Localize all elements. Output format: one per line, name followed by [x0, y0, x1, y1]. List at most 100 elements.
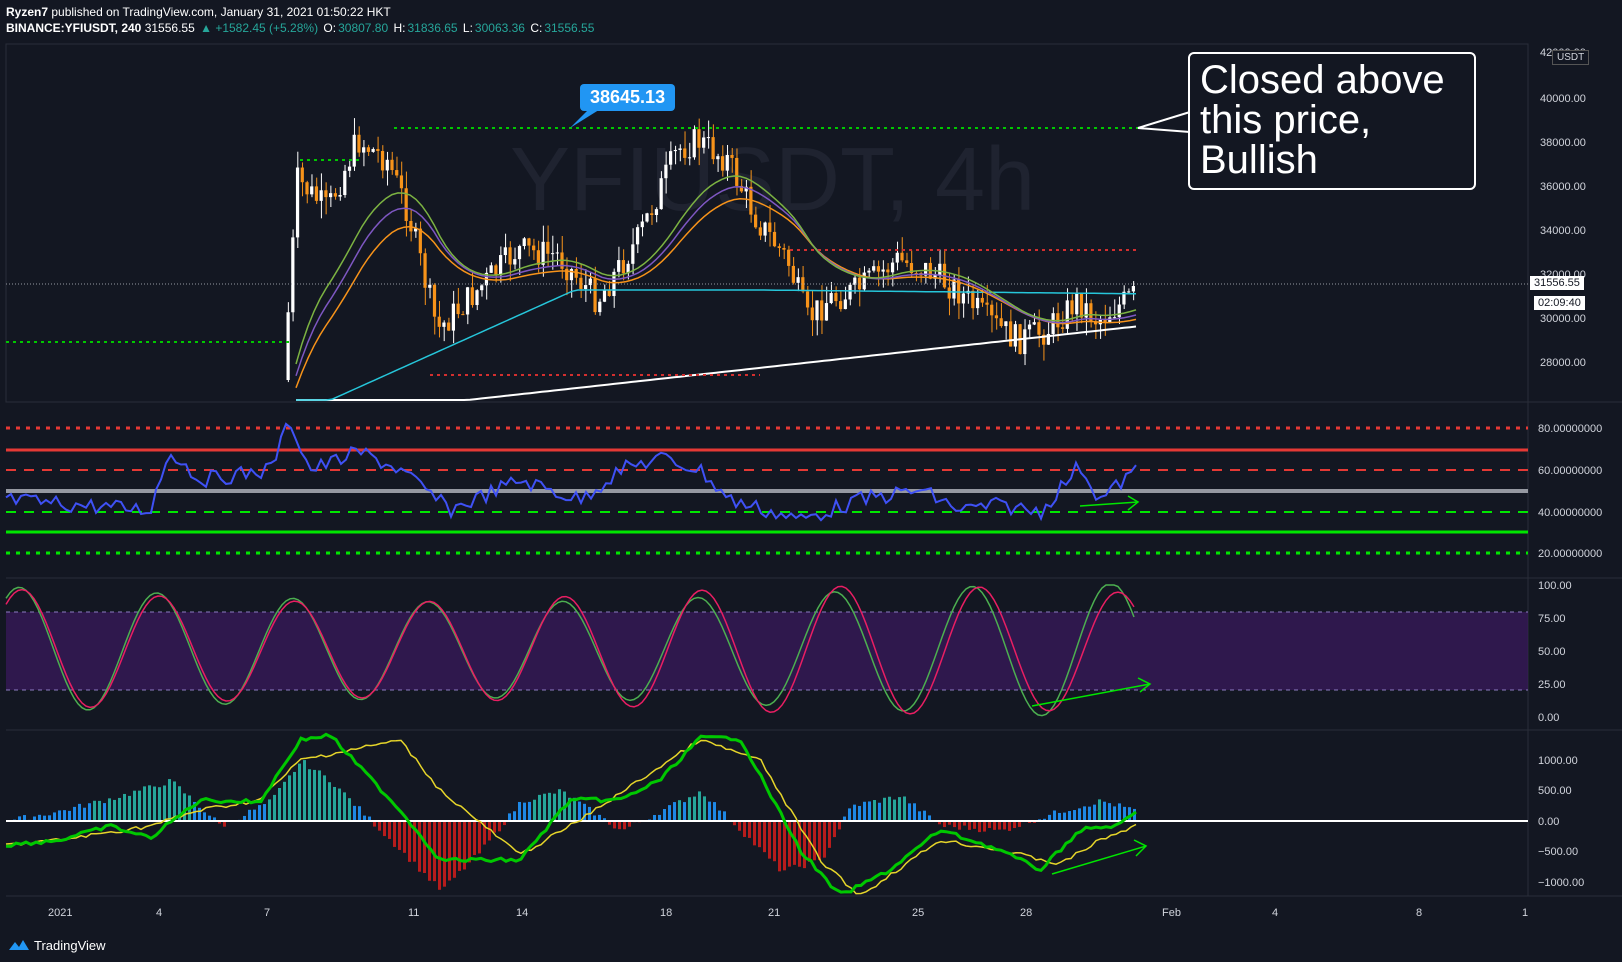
- macd-hist-bar: [358, 806, 361, 821]
- macd-hist-bar: [1083, 806, 1086, 821]
- macd-hist-bar: [628, 821, 631, 827]
- price-axis[interactable]: 42000.0040000.0038000.0036000.0034000.00…: [1540, 47, 1586, 369]
- rsi-pane[interactable]: [5, 422, 1528, 555]
- macd-hist-bar: [143, 786, 146, 821]
- candle-body: [414, 228, 418, 232]
- macd-hist-bar: [508, 813, 511, 821]
- candle-body: [669, 151, 673, 165]
- candle-body: [574, 269, 578, 278]
- candle-body: [1112, 317, 1117, 319]
- stoch-divergence-arrow: [1031, 683, 1151, 707]
- candle-body: [536, 250, 540, 265]
- macd-hist-bar: [813, 821, 816, 861]
- macd-axis-tick: 500.00: [1538, 785, 1572, 797]
- macd-hist-bar: [878, 802, 881, 821]
- macd-hist-bar: [348, 798, 351, 821]
- candle-body: [971, 290, 975, 309]
- macd-hist-bar: [823, 821, 826, 858]
- low-label: L:: [462, 21, 473, 35]
- stoch-pane[interactable]: [5, 584, 1528, 717]
- macd-axis[interactable]: 1000.00 500.00 0.00 −500.00 −1000.00: [1538, 755, 1584, 889]
- macd-hist-bar: [328, 782, 331, 821]
- macd-hist-bar: [63, 810, 66, 821]
- candle-body: [494, 265, 498, 276]
- rsi-axis[interactable]: 80.00000000 60.00000000 40.00000000 20.0000…: [1538, 423, 1602, 560]
- macd-hist-bar: [38, 814, 41, 821]
- macd-hist-bar: [88, 803, 91, 821]
- macd-hist-bar: [98, 800, 101, 821]
- macd-hist-bar: [1108, 803, 1111, 821]
- candle-body: [843, 299, 847, 310]
- macd-hist-bar: [938, 821, 941, 825]
- macd-hist-bar: [103, 803, 106, 821]
- candle-body: [593, 278, 597, 313]
- candle-body: [900, 252, 904, 261]
- macd-hist-bar: [558, 789, 561, 821]
- macd-hist-bar: [83, 807, 86, 821]
- candle-body: [626, 263, 630, 274]
- price-change: ▲ +1582.45 (+5.28%): [200, 21, 319, 35]
- macd-hist-bar: [323, 775, 326, 821]
- macd-hist-bar: [583, 803, 586, 821]
- price-tag-pointer: [570, 108, 602, 128]
- macd-hist-bar: [568, 797, 571, 821]
- candle-body: [975, 297, 980, 309]
- candle-body: [839, 301, 843, 310]
- macd-hist-bar: [458, 821, 461, 871]
- macd-hist-bar: [58, 810, 61, 821]
- macd-hist-bar: [148, 785, 151, 821]
- candle-body: [772, 231, 777, 247]
- rsi-axis-tick: 20.00000000: [1538, 548, 1602, 560]
- candle-body: [598, 301, 602, 313]
- macd-pane[interactable]: [5, 732, 1528, 895]
- candle-body: [295, 167, 300, 238]
- symbol-label[interactable]: BINANCE:YFIUSDT, 240: [6, 21, 142, 35]
- macd-hist-bar: [903, 796, 906, 821]
- time-axis[interactable]: 2021 4 7 11 14 18 21 25 28 Feb 4 8 1: [48, 907, 1528, 919]
- candle-body: [1089, 303, 1093, 322]
- macd-hist-bar: [383, 821, 386, 837]
- candle-body: [909, 263, 914, 274]
- price-pane[interactable]: [286, 118, 1137, 401]
- macd-hist-bar: [378, 821, 381, 831]
- currency-badge[interactable]: USDT: [1552, 50, 1590, 65]
- callout-pointer: [1137, 111, 1191, 133]
- macd-hist-bar: [428, 821, 431, 881]
- time-axis-tick: 18: [660, 907, 672, 919]
- macd-hist-bar: [1113, 806, 1116, 821]
- author-name[interactable]: Ryzen7: [6, 5, 49, 19]
- macd-hist-bar: [218, 821, 221, 824]
- macd-hist-bar: [528, 801, 531, 821]
- candle-body: [791, 265, 795, 283]
- macd-hist-bar: [768, 821, 771, 859]
- macd-hist-bar: [288, 775, 291, 821]
- candle-body: [532, 245, 536, 251]
- stoch-axis[interactable]: 100.00 75.00 50.00 25.00 0.00: [1538, 580, 1572, 724]
- macd-hist-bar: [258, 805, 261, 821]
- footer-brand[interactable]: TradingView: [8, 934, 106, 956]
- macd-hist-bar: [598, 814, 601, 821]
- macd-hist-bar: [93, 800, 96, 821]
- candle-body: [881, 269, 885, 272]
- candle-body: [1117, 304, 1121, 318]
- macd-hist-bar: [108, 798, 111, 821]
- candle-body: [1023, 329, 1027, 355]
- candle-body: [739, 185, 744, 192]
- candle-body: [1037, 322, 1041, 335]
- macd-hist-bar: [388, 821, 391, 839]
- macd-hist-bar: [273, 794, 276, 821]
- macd-hist-bar: [803, 821, 806, 869]
- macd-hist-bar: [363, 815, 366, 821]
- macd-hist-bar: [513, 811, 516, 821]
- candle-body: [947, 287, 951, 299]
- candle-body: [1013, 324, 1017, 347]
- macd-hist-bar: [888, 796, 891, 821]
- candle-body: [872, 266, 876, 271]
- candle-body: [1075, 293, 1079, 315]
- candle-body: [815, 300, 819, 321]
- time-axis-tick: 4: [1272, 907, 1278, 919]
- ma-green: [295, 175, 1137, 365]
- candle-body: [961, 293, 965, 304]
- macd-hist-bar: [423, 821, 426, 873]
